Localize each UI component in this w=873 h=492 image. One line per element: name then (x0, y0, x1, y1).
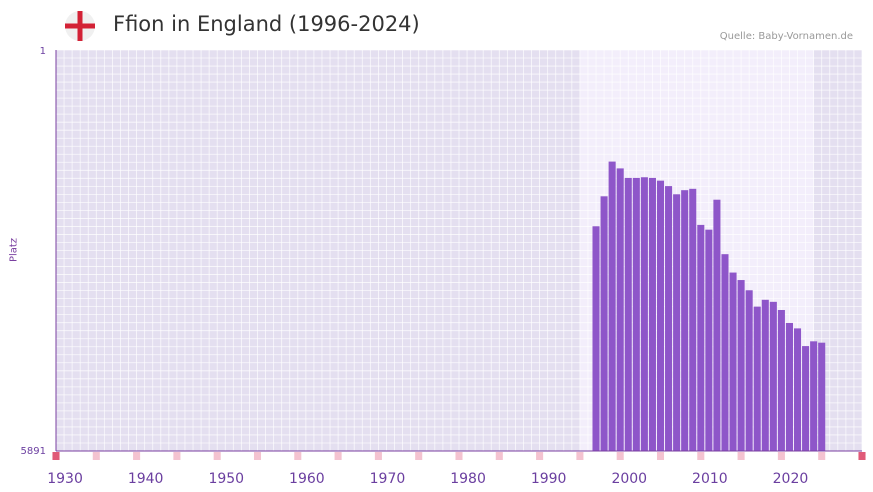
x-tick-1980: 1980 (450, 471, 486, 487)
bar-2001 (632, 177, 640, 452)
bar-1997 (600, 196, 608, 451)
x-tick-1990: 1990 (531, 471, 567, 487)
year-marker-1939 (133, 452, 141, 460)
x-tick-1940: 1940 (128, 471, 164, 487)
bar-2012 (721, 254, 729, 451)
bar-2016 (753, 306, 761, 451)
year-marker-1989 (536, 452, 544, 460)
x-tick-1970: 1970 (370, 471, 406, 487)
year-marker-2014 (737, 452, 745, 460)
year-marker-2009 (697, 452, 705, 460)
year-marker-1974 (415, 452, 423, 460)
x-tick-1960: 1960 (289, 471, 325, 487)
x-tick-1930: 1930 (47, 471, 83, 487)
bar-2008 (689, 188, 697, 451)
bar-2004 (656, 180, 665, 452)
bar-2015 (745, 290, 753, 451)
year-marker-2029 (858, 452, 866, 460)
year-marker-1964 (334, 452, 342, 460)
bar-2022 (802, 346, 810, 451)
bar-2010 (705, 229, 713, 451)
bar-2014 (737, 280, 745, 451)
year-marker-1949 (213, 452, 221, 460)
bar-2009 (697, 224, 705, 451)
year-marker-2004 (656, 452, 665, 460)
y-tick-labels: 1 5891 (21, 46, 46, 457)
bar-2000 (624, 177, 632, 452)
source-credit: Quelle: Baby-Vornamen.de (719, 31, 853, 42)
year-marker-1999 (616, 452, 624, 460)
bar-2003 (648, 177, 656, 452)
x-tick-labels: 1930 1940 1950 1960 1970 1980 1990 2000 2010 2020 (47, 471, 808, 487)
decade-markers (52, 452, 866, 460)
bar-2013 (729, 272, 737, 451)
bar-2023 (810, 341, 818, 451)
year-marker-1984 (495, 452, 503, 460)
england-flag-icon (65, 11, 95, 41)
x-tick-1950: 1950 (208, 471, 244, 487)
bar-2002 (640, 177, 648, 451)
bar-2007 (681, 190, 689, 451)
bar-1996 (592, 226, 600, 451)
year-marker-1944 (173, 452, 181, 460)
x-tick-2020: 2020 (773, 471, 809, 487)
bar-2024 (818, 342, 826, 451)
y-tick-bottom: 5891 (21, 446, 46, 457)
year-marker-1994 (576, 452, 584, 460)
year-marker-2024 (818, 452, 826, 460)
year-marker-1959 (294, 452, 302, 460)
year-marker-2019 (777, 452, 785, 460)
chart-header: Ffion in England (1996-2024) Quelle: Bab… (0, 0, 873, 50)
y-tick-top: 1 (40, 46, 46, 57)
year-marker-1954 (253, 452, 262, 460)
bar-2019 (777, 310, 785, 451)
bar-1998 (608, 161, 616, 451)
bar-2021 (793, 328, 802, 451)
x-tick-2010: 2010 (692, 471, 728, 487)
bar-2018 (769, 301, 777, 451)
bar-1999 (616, 168, 624, 451)
year-marker-1929 (52, 452, 60, 460)
bar-2017 (761, 299, 769, 451)
bar-2020 (785, 322, 793, 451)
bar-2006 (673, 194, 681, 451)
year-marker-1934 (92, 452, 100, 460)
chart-title: Ffion in England (1996-2024) (113, 12, 420, 36)
bar-2011 (713, 199, 721, 451)
axes (55, 50, 862, 452)
year-marker-1969 (374, 452, 382, 460)
bar-2005 (665, 186, 673, 451)
bars (592, 161, 826, 452)
year-marker-1979 (455, 452, 463, 460)
x-tick-2000: 2000 (611, 471, 647, 487)
